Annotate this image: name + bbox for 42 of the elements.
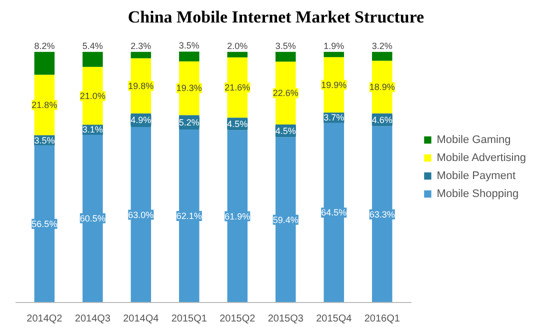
data-label: 63.0% <box>128 210 154 220</box>
data-label: 4.9% <box>130 115 152 126</box>
data-label: 59.4% <box>272 214 298 225</box>
legend-label: Mobile Payment <box>436 170 516 182</box>
legend-label: Mobile Gaming <box>436 134 511 146</box>
legend-label: Mobile Advertising <box>436 152 526 164</box>
data-label: 21.8% <box>32 100 58 110</box>
data-label: 1.9% <box>324 40 344 51</box>
data-label: 63.3% <box>369 209 395 220</box>
x-tick-label: 2015Q1 <box>171 314 208 324</box>
data-label: 21.6% <box>224 82 250 92</box>
data-label: 3.2% <box>372 40 392 51</box>
x-tick-label: 2016Q1 <box>364 314 400 324</box>
data-label: 4.6% <box>372 114 392 125</box>
legend-label: Mobile Shopping <box>436 188 519 200</box>
data-label: 3.5% <box>275 40 296 51</box>
x-tick-label: 2014Q4 <box>123 314 160 324</box>
data-label: 5.2% <box>178 117 200 128</box>
data-label: 19.3% <box>176 83 202 94</box>
x-tick-label: 2015Q3 <box>268 314 304 324</box>
chart-title: China Mobile Internet Market Structure <box>128 8 425 26</box>
data-label: 21.0% <box>80 91 106 102</box>
data-label: 19.9% <box>321 80 347 90</box>
data-label: 22.6% <box>272 88 298 98</box>
x-tick-label: 2014Q3 <box>74 314 111 324</box>
data-label: 61.9% <box>224 211 250 222</box>
data-label: 3.5% <box>178 40 200 51</box>
data-label: 8.2% <box>34 40 55 51</box>
data-label: 19.8% <box>128 80 154 91</box>
x-tick-label: 2015Q2 <box>220 314 256 324</box>
data-label: 2.3% <box>130 40 152 51</box>
data-label: 64.5% <box>321 208 347 218</box>
x-tick-label: 2014Q2 <box>26 314 63 324</box>
data-label: 4.5% <box>275 126 296 136</box>
data-label: 18.9% <box>369 82 395 92</box>
x-tick-label: 2015Q4 <box>316 314 352 324</box>
data-label: 2.0% <box>227 40 248 51</box>
data-label: 4.5% <box>227 118 248 129</box>
data-label: 56.5% <box>32 218 58 229</box>
data-label: 60.5% <box>80 213 106 224</box>
data-label: 62.1% <box>176 211 202 222</box>
data-label: 5.4% <box>82 40 103 51</box>
